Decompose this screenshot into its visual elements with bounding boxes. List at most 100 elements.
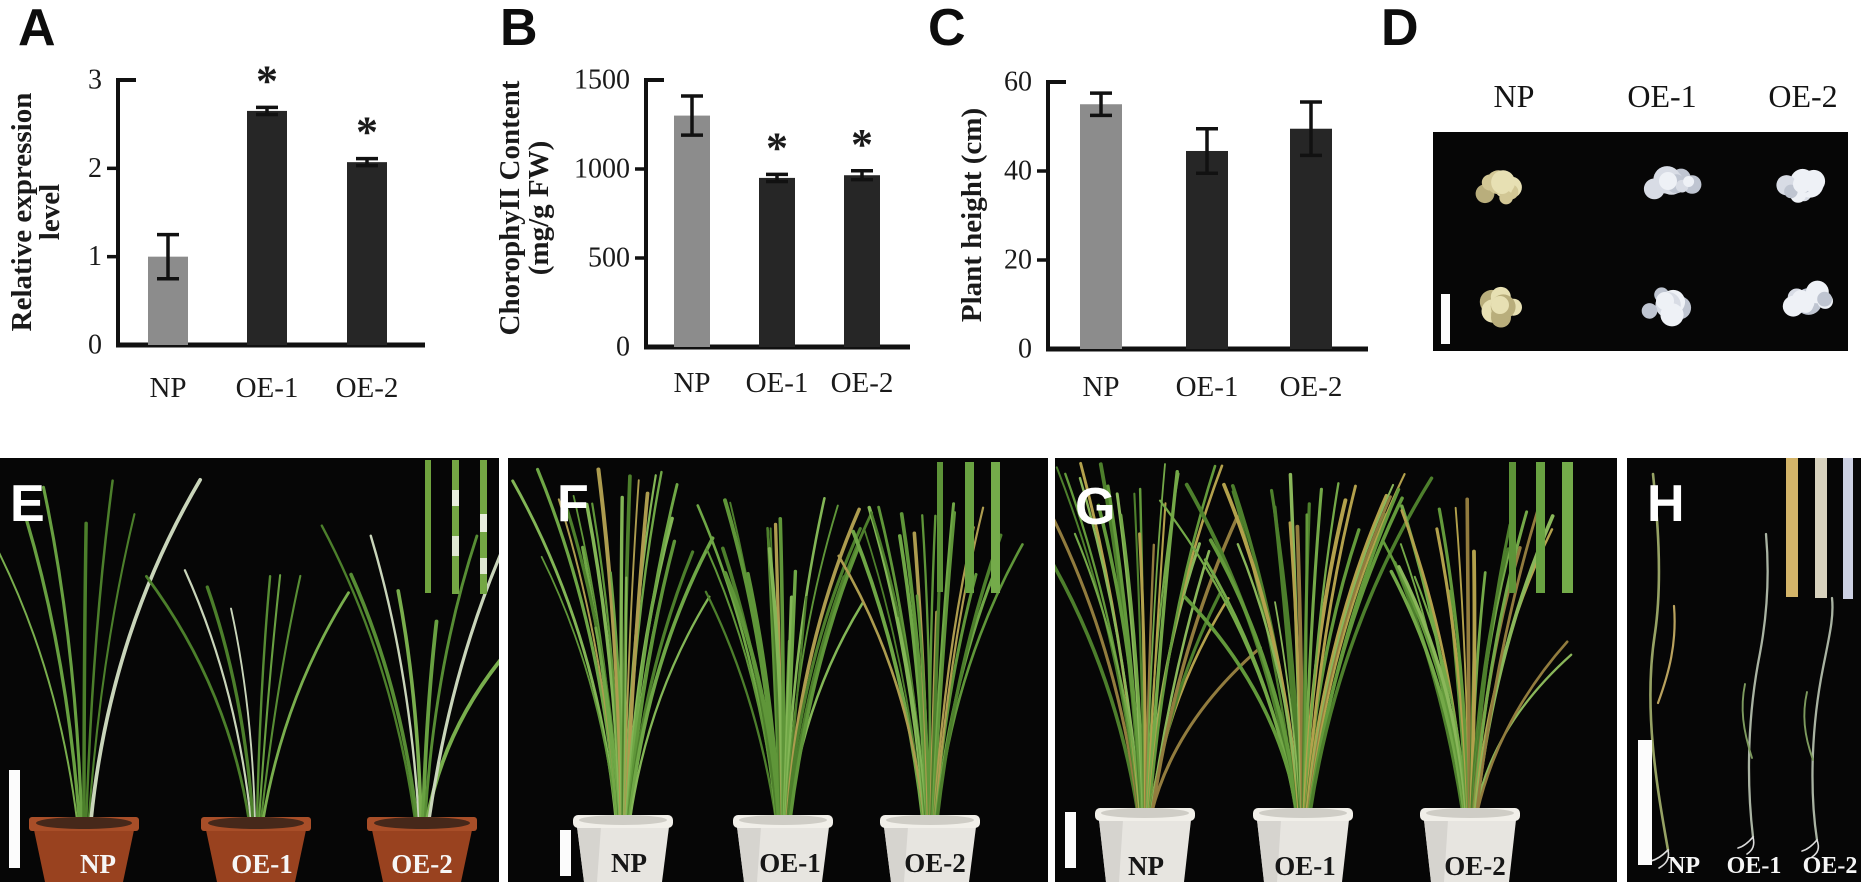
x-category-label: NP <box>149 372 186 404</box>
pot-oe1 <box>201 817 311 882</box>
bucket-np <box>573 815 673 882</box>
plant-label-np: NP <box>611 848 647 878</box>
x-category-label: OE-1 <box>746 367 809 399</box>
x-category-label: OE-1 <box>1176 371 1239 403</box>
leaf-inset-strip <box>991 462 1000 593</box>
rice-plant-oe1 <box>696 496 874 822</box>
pot-np <box>29 817 139 882</box>
plant-label-np: NP <box>1668 853 1700 879</box>
bar-OE-1 <box>1186 150 1228 349</box>
plant-height-bar-chart: 0 20 40 60 Plant height (cm) NP OE-1 OE-2 <box>956 67 1368 403</box>
panel-h-letter: H <box>1647 475 1685 533</box>
etiolated-seedling-photo-art <box>1649 458 1853 869</box>
y-tick-label: 20 <box>1004 245 1032 276</box>
leaf-inset-strip <box>425 460 431 593</box>
y-axis-title: ChorophyII Content <box>494 80 526 335</box>
panel-d-col-label-np: NP <box>1493 78 1535 114</box>
callus-np-2 <box>1479 286 1522 328</box>
bar-OE-2 <box>1290 128 1332 349</box>
y-axis-title: (mg/g FW) <box>523 141 555 276</box>
x-category-label: OE-1 <box>236 372 299 404</box>
panel-d-col-label-oe1: OE-1 <box>1627 78 1697 114</box>
y-tick-label: 500 <box>588 243 630 274</box>
plant-label-oe1: OE-1 <box>1726 853 1782 879</box>
panel-g-photo: G NP OE-1 OE-2 <box>1055 458 1617 882</box>
panel-d: NP OE-1 OE-2 <box>1370 0 1861 430</box>
rice-plant-np <box>511 467 715 822</box>
leaf-inset-strip <box>452 490 459 506</box>
y-axis-title: Relative expression <box>6 93 38 332</box>
y-axis-title: Plant height (cm) <box>956 108 988 322</box>
bar-OE-2 <box>347 162 387 345</box>
chlorophyll-content-bar-chart: 0 500 1000 1500 ChorophyII Content(mg/g FW) N… <box>494 65 910 399</box>
panel-f-letter: F <box>557 475 589 533</box>
leaf-inset-strip <box>1536 462 1545 593</box>
rice-plant-np <box>0 477 203 822</box>
y-tick-label: 0 <box>616 332 630 363</box>
bucket-oe1 <box>1253 808 1353 882</box>
bucket-np <box>1095 808 1195 882</box>
seedling-np <box>1649 472 1676 869</box>
bucket-oe2 <box>1420 808 1520 882</box>
panel-e-photo: E NP OE-1 OE-2 <box>0 458 499 882</box>
scale-bar <box>1638 740 1652 865</box>
leaf-inset-strip <box>480 514 487 532</box>
panel-h-photo: H NP OE-1 OE-2 <box>1627 458 1861 882</box>
bar-OE-2 <box>844 175 880 347</box>
plant-label-oe2: OE-2 <box>391 849 453 879</box>
leaf-inset-strip <box>965 462 974 593</box>
bar-NP <box>674 115 710 347</box>
leaf-inset-strip <box>452 536 459 556</box>
leaf-inset-strip <box>1509 462 1516 593</box>
bucket-oe1 <box>733 815 833 882</box>
plant-label-np: NP <box>80 849 116 879</box>
significance-star: * <box>766 123 788 172</box>
panel-f-photo: F NP OE-1 OE-2 <box>508 458 1048 882</box>
stem-inset-strip-oe1 <box>1815 458 1827 598</box>
leaf-inset-strip <box>1562 462 1573 593</box>
panel-a-letter: A <box>18 0 56 57</box>
y-tick-label: 3 <box>88 65 102 96</box>
bar-OE-1 <box>247 110 287 346</box>
rice-plant-oe1 <box>1158 472 1434 815</box>
panel-e-letter: E <box>10 475 45 533</box>
callus-oe1-1 <box>1643 166 1702 200</box>
seedling-oe2 <box>1801 596 1834 858</box>
rice-plant-oe2 <box>1381 497 1573 815</box>
panel-d-letter: D <box>1381 0 1419 57</box>
plant-label-oe2: OE-2 <box>904 848 966 878</box>
y-tick-label: 1000 <box>574 154 630 185</box>
x-category-label: OE-2 <box>1280 371 1343 403</box>
panel-c: 0 20 40 60 Plant height (cm) NP OE-1 OE-2 <box>920 0 1400 430</box>
y-tick-label: 0 <box>1018 334 1032 365</box>
panel-c-letter: C <box>928 0 966 57</box>
scale-bar <box>1441 294 1450 344</box>
y-tick-label: 1500 <box>574 65 630 96</box>
plant-label-oe2: OE-2 <box>1444 851 1506 881</box>
mature-rice-photo-art <box>1055 461 1573 882</box>
callus-oe2-2 <box>1782 280 1833 317</box>
y-tick-label: 40 <box>1004 156 1032 187</box>
calli-photo-art <box>1441 166 1833 344</box>
pot-oe2 <box>367 817 477 882</box>
x-category-label: OE-2 <box>336 372 399 404</box>
rice-plant-oe2 <box>320 524 499 822</box>
y-axis-title: level <box>34 184 66 240</box>
rice-plant-oe1 <box>145 569 350 822</box>
rice-plant-np <box>1055 461 1262 815</box>
panel-g-letter: G <box>1075 478 1116 536</box>
rice-plants-photo-art <box>511 462 1024 882</box>
x-category-label: OE-2 <box>831 367 894 399</box>
plant-label-oe1: OE-1 <box>1274 851 1336 881</box>
significance-star: * <box>851 120 873 169</box>
bar-OE-1 <box>759 177 795 347</box>
y-tick-label: 0 <box>88 330 102 361</box>
scale-bar <box>1065 812 1076 868</box>
x-category-label: NP <box>673 367 710 399</box>
scale-bar <box>560 830 571 876</box>
callus-oe2-1 <box>1776 168 1826 203</box>
rice-plant-oe2 <box>837 502 1024 822</box>
seedling-photo-art <box>0 460 499 882</box>
